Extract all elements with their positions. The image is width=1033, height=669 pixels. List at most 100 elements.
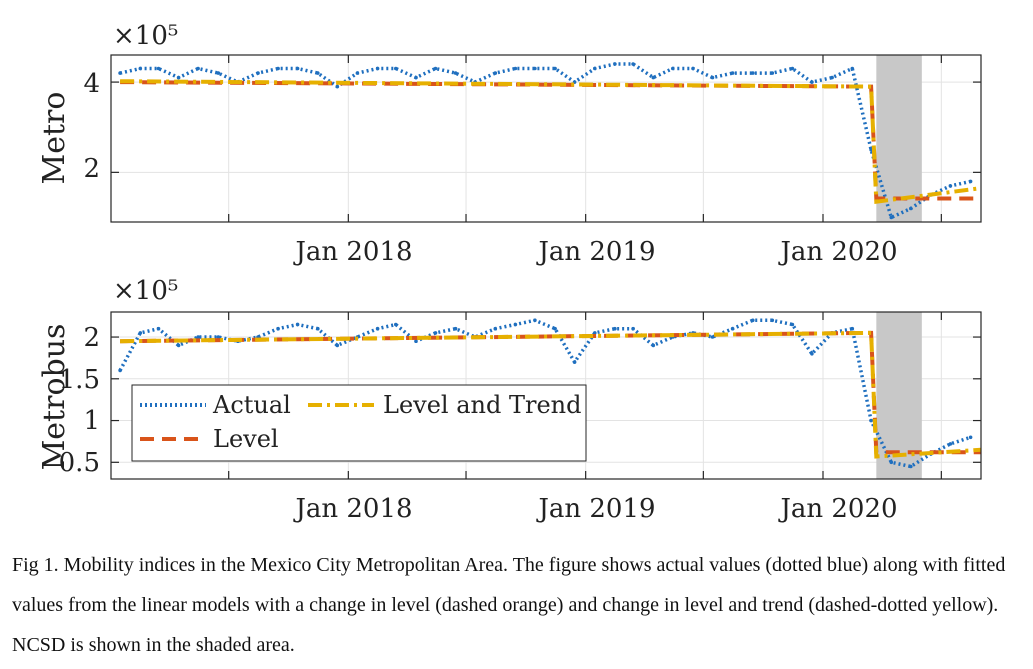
metro-x-tick-label-2020: Jan 2020 <box>777 237 897 267</box>
metrobus-actual-point-23 <box>572 360 577 364</box>
metro-actual-point-24 <box>593 66 597 71</box>
metrobus-actual-point-21 <box>533 318 537 323</box>
metro-actual-point-39 <box>889 215 894 220</box>
metro-actual-point-21 <box>533 66 537 71</box>
metrobus-actual-point-25 <box>613 326 617 331</box>
metro-y-multiplier: ×10⁵ <box>113 21 178 51</box>
metrobus-actual-point-27 <box>651 343 656 348</box>
metro-actual-point-16 <box>433 66 438 71</box>
figure-caption: Fig 1. Mobility indices in the Mexico Ci… <box>12 554 1006 656</box>
metro-actual-point-42 <box>948 184 953 188</box>
metro-actual-point-34 <box>790 66 795 71</box>
metrobus-actual-point-35 <box>810 352 814 356</box>
metro-y-tick-label-2: 2 <box>83 154 100 184</box>
metrobus-actual-point-24 <box>593 331 597 335</box>
figure: ×10⁵ 2 4 Jan 2018 Jan 2019 Jan 2020 Metr… <box>37 21 982 524</box>
metrobus-y-tick-label-1: 1 <box>83 406 100 436</box>
legend-level-trend-label: Level and Trend <box>383 391 581 419</box>
metro-actual-point-30 <box>710 75 715 80</box>
metrobus-actual-point-34 <box>790 322 795 327</box>
metro-panel: ×10⁵ 2 4 Jan 2018 Jan 2019 Jan 2020 Metr… <box>37 21 982 267</box>
metro-actual-point-3 <box>176 75 181 80</box>
metrobus-y-axis-label: Metrobus <box>37 324 72 471</box>
metrobus-actual-point-2 <box>156 326 161 331</box>
metrobus-actual-point-11 <box>335 343 340 348</box>
metro-actual-point-17 <box>453 71 458 75</box>
metro-actual-point-28 <box>671 66 675 71</box>
metrobus-actual-point-32 <box>751 318 755 323</box>
metro-actual-point-19 <box>493 71 498 75</box>
metro-y-axis-label: Metro <box>37 92 72 185</box>
metrobus-actual-point-14 <box>394 322 398 327</box>
metro-actual-point-15 <box>414 75 418 80</box>
metro-actual-point-31 <box>730 71 735 75</box>
metrobus-actual-point-4 <box>196 335 200 339</box>
metrobus-actual-point-0 <box>118 368 122 373</box>
metrobus-actual-point-20 <box>513 322 518 327</box>
metro-actual-point-37 <box>850 66 855 71</box>
metrobus-actual-point-16 <box>433 331 438 335</box>
metro-actual-point-7 <box>256 71 260 75</box>
metro-actual-point-40 <box>909 206 913 211</box>
metrobus-actual-point-42 <box>948 442 953 446</box>
metrobus-actual-point-43 <box>968 435 973 440</box>
metro-actual-point-14 <box>394 66 398 71</box>
metrobus-actual-point-15 <box>414 339 418 344</box>
metro-x-tick-label-2018: Jan 2018 <box>292 237 412 267</box>
metro-series-actual <box>119 62 971 220</box>
metro-actual-point-33 <box>770 71 775 75</box>
metrobus-y-tick-label-0-5: 0.5 <box>59 448 100 478</box>
metrobus-x-tick-label-2020: Jan 2020 <box>777 494 897 524</box>
metrobus-y-tick-label-1-5: 1.5 <box>59 365 100 395</box>
metrobus-series <box>118 318 982 469</box>
metro-actual-point-8 <box>276 66 280 71</box>
metro-actual-point-27 <box>651 75 656 80</box>
metro-actual-point-36 <box>830 75 834 80</box>
metrobus-actual-point-8 <box>276 326 280 331</box>
metrobus-panel: ×10⁵ 0.5 1 1.5 2 Jan 2018 Jan 2019 Jan 2… <box>37 276 982 524</box>
metro-actual-point-32 <box>751 71 755 75</box>
metrobus-actual-point-9 <box>295 322 300 327</box>
metrobus-actual-point-26 <box>631 326 635 331</box>
metro-actual-point-1 <box>138 66 143 71</box>
metro-actual-point-13 <box>375 66 380 71</box>
metro-actual-point-10 <box>316 71 320 75</box>
legend: Actual Level and Trend Level <box>131 384 587 462</box>
metro-ticks <box>111 55 981 222</box>
metrobus-series-level <box>120 330 981 455</box>
metro-actual-point-26 <box>631 62 635 66</box>
metrobus-actual-point-1 <box>138 331 143 335</box>
metro-actual-point-22 <box>553 66 557 71</box>
metrobus-actual-point-37 <box>850 326 855 331</box>
metro-series-level <box>120 80 981 201</box>
metro-series-level-and-trend <box>120 79 982 204</box>
metro-shaded-ncsd <box>876 55 922 222</box>
metrobus-actual-point-31 <box>730 326 735 331</box>
metro-actual-point-5 <box>216 71 221 75</box>
metrobus-y-tick-label-2: 2 <box>83 323 100 353</box>
metrobus-x-tick-label-2019: Jan 2019 <box>535 494 655 524</box>
metrobus-axes-frame <box>110 311 982 480</box>
metro-series <box>118 62 982 220</box>
metrobus-actual-point-19 <box>493 326 498 331</box>
metrobus-x-tick-label-2018: Jan 2018 <box>292 494 412 524</box>
metro-grid <box>111 55 981 222</box>
metrobus-ticks <box>111 312 981 479</box>
legend-level-label: Level <box>213 425 279 453</box>
metro-actual-point-12 <box>355 71 360 75</box>
metrobus-actual-point-30 <box>710 335 715 339</box>
metrobus-series-level-and-trend <box>120 330 982 459</box>
metro-actual-point-11 <box>335 84 340 89</box>
legend-actual-label: Actual <box>212 391 291 419</box>
metro-actual-point-4 <box>196 66 200 71</box>
metro-x-tick-label-2019: Jan 2019 <box>535 237 655 267</box>
metro-actual-point-25 <box>613 62 617 66</box>
metrobus-actual-point-10 <box>316 326 320 331</box>
metrobus-actual-point-22 <box>553 326 557 331</box>
metro-actual-point-43 <box>968 179 973 184</box>
metrobus-actual-point-5 <box>216 335 221 339</box>
metro-axes-frame <box>110 54 982 223</box>
metro-actual-point-29 <box>691 66 695 71</box>
metrobus-actual-point-17 <box>453 326 458 331</box>
metrobus-actual-point-3 <box>176 343 181 348</box>
